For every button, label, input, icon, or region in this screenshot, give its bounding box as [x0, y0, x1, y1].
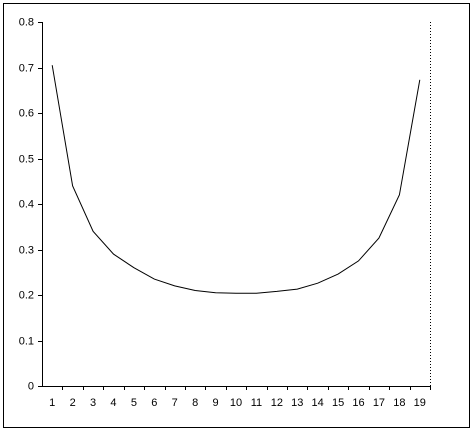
x-tick-label: 7 — [172, 397, 178, 409]
x-tick-label: 3 — [90, 397, 96, 409]
x-tick-label: 19 — [414, 397, 426, 409]
x-tick-label: 1 — [49, 397, 55, 409]
x-tick-label: 2 — [70, 397, 76, 409]
chart-frame — [3, 3, 470, 428]
x-tick-label: 11 — [251, 397, 262, 409]
x-tick-label: 9 — [213, 397, 219, 409]
y-tick-label: 0.4 — [19, 198, 34, 210]
x-tick-label: 6 — [151, 397, 157, 409]
x-tick-label: 16 — [352, 397, 364, 409]
y-tick-label: 0.7 — [19, 62, 34, 74]
y-tick-label: 0.2 — [19, 289, 34, 301]
x-tick-label: 12 — [271, 397, 283, 409]
x-tick-label: 5 — [131, 397, 137, 409]
x-tick-label: 18 — [393, 397, 405, 409]
y-tick-label: 0.3 — [19, 244, 34, 256]
y-tick-label: 0 — [28, 380, 34, 392]
y-tick-label: 0.8 — [19, 16, 34, 28]
x-tick-label: 10 — [230, 397, 242, 409]
x-tick-label: 14 — [312, 397, 324, 409]
x-tick-label: 17 — [373, 397, 385, 409]
x-tick-label: 13 — [291, 397, 303, 409]
x-tick-label: 4 — [110, 397, 116, 409]
line — [51, 65, 421, 294]
x-tick-label: 8 — [192, 397, 198, 409]
y-tick-label: 0.6 — [19, 107, 34, 119]
y-tick-label: 0.5 — [19, 153, 34, 165]
x-tick-label: 15 — [332, 397, 344, 409]
y-tick-label: 0.1 — [19, 335, 34, 347]
